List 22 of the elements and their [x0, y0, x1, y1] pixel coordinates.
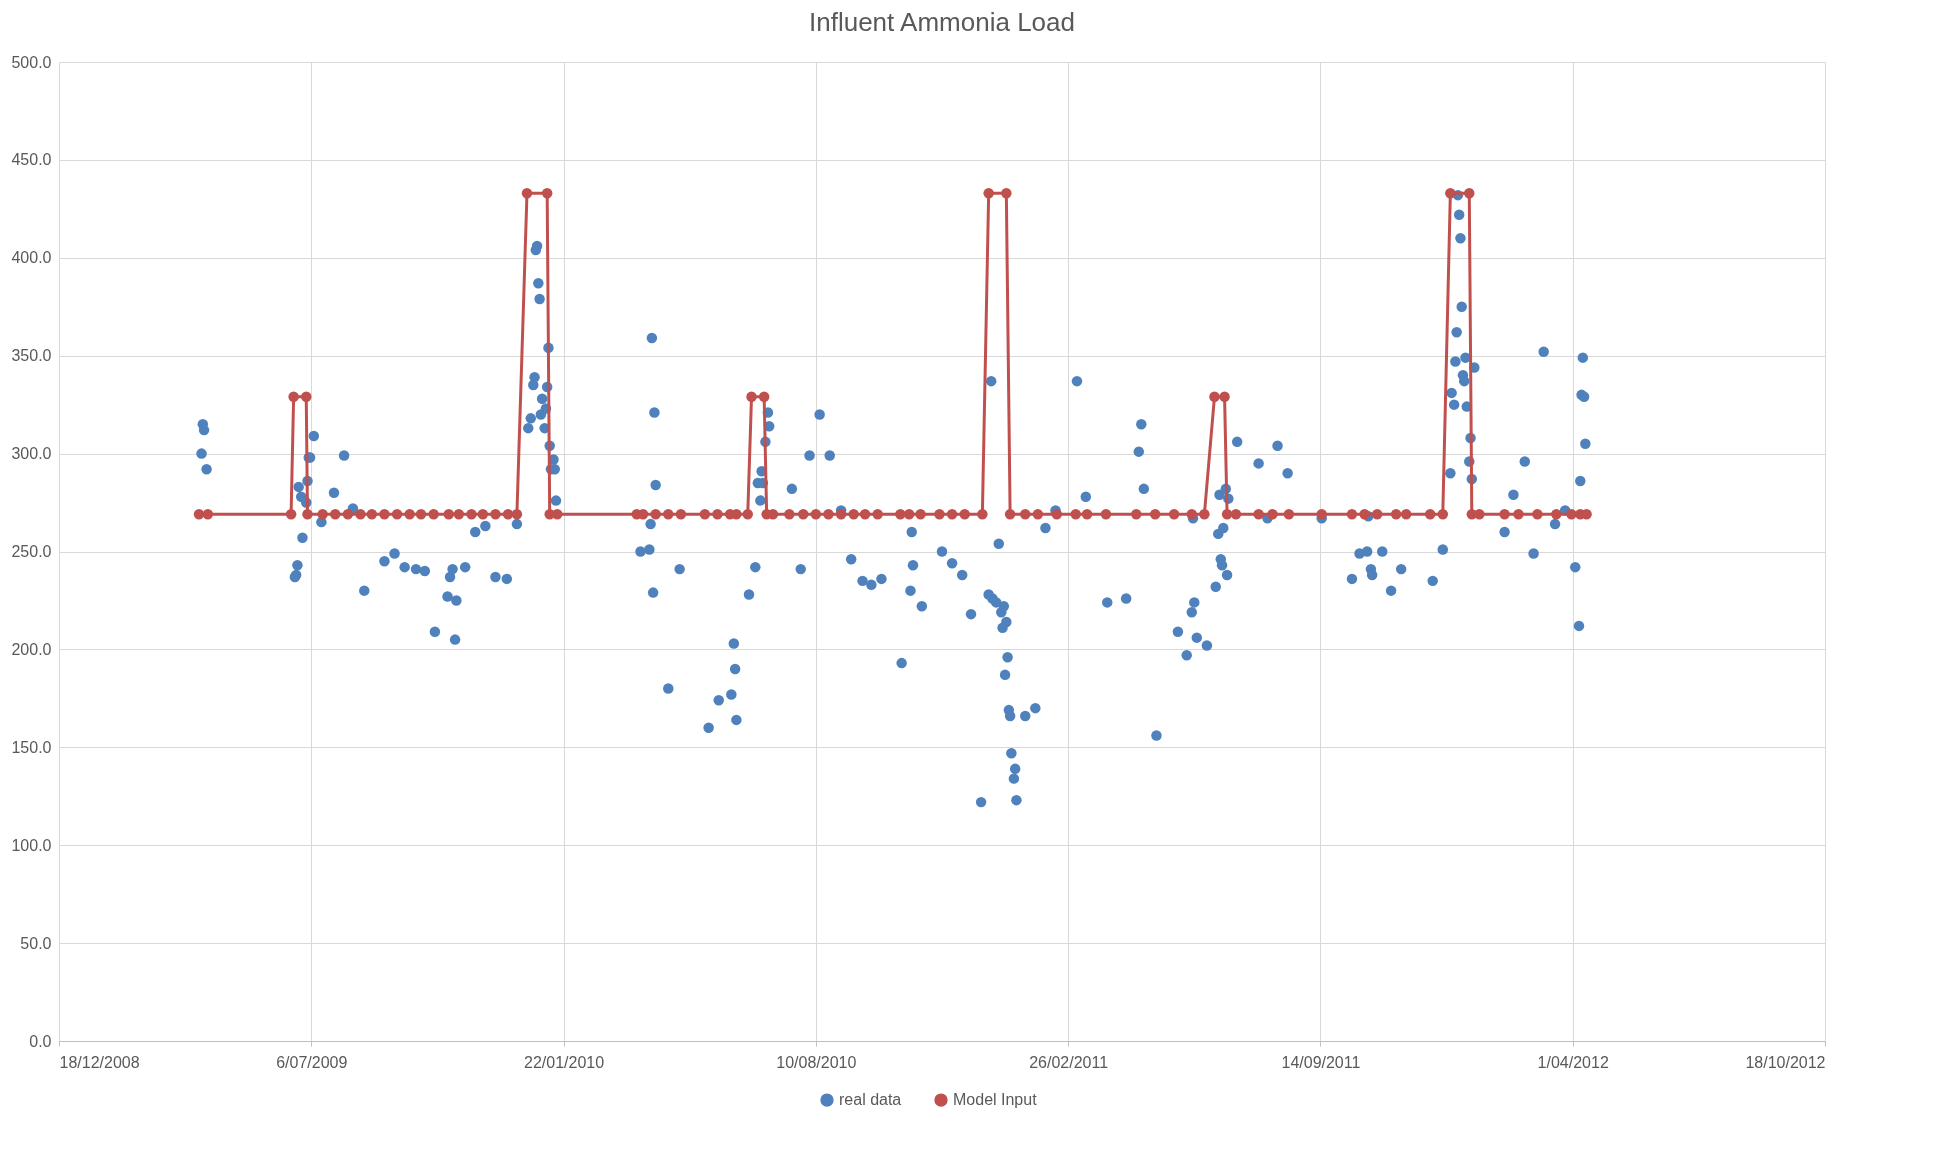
y-tick-label: 450.0 — [11, 151, 52, 169]
y-tick-label: 150.0 — [11, 738, 52, 756]
y-tick-label: 100.0 — [11, 836, 52, 854]
y-tick-label: 200.0 — [11, 640, 52, 658]
legend-label: real data — [839, 1091, 902, 1109]
chart-title: Influent Ammonia Load — [809, 7, 1075, 37]
x-tick-label: 1/04/2012 — [1537, 1053, 1609, 1071]
x-tick-label: 18/12/2008 — [59, 1053, 140, 1071]
legend-label: Model Input — [953, 1091, 1038, 1109]
y-tick-label: 350.0 — [11, 347, 52, 365]
y-tick-label: 250.0 — [11, 543, 52, 560]
y-tick-label: 0.0 — [29, 1032, 52, 1050]
y-tick-label: 50.0 — [20, 934, 52, 952]
x-tick-label: 10/08/2010 — [776, 1053, 857, 1071]
x-tick-label: 14/09/2011 — [1281, 1053, 1361, 1071]
y-tick-label: 300.0 — [11, 445, 52, 463]
y-tick-label: 500.0 — [11, 53, 52, 71]
x-tick-label: 18/10/2012 — [1745, 1053, 1826, 1071]
x-tick-label: 6/07/2009 — [276, 1053, 348, 1071]
y-tick-label: 400.0 — [11, 249, 52, 267]
x-tick-label: 26/02/2011 — [1029, 1053, 1109, 1071]
x-tick-label: 22/01/2010 — [524, 1053, 605, 1071]
